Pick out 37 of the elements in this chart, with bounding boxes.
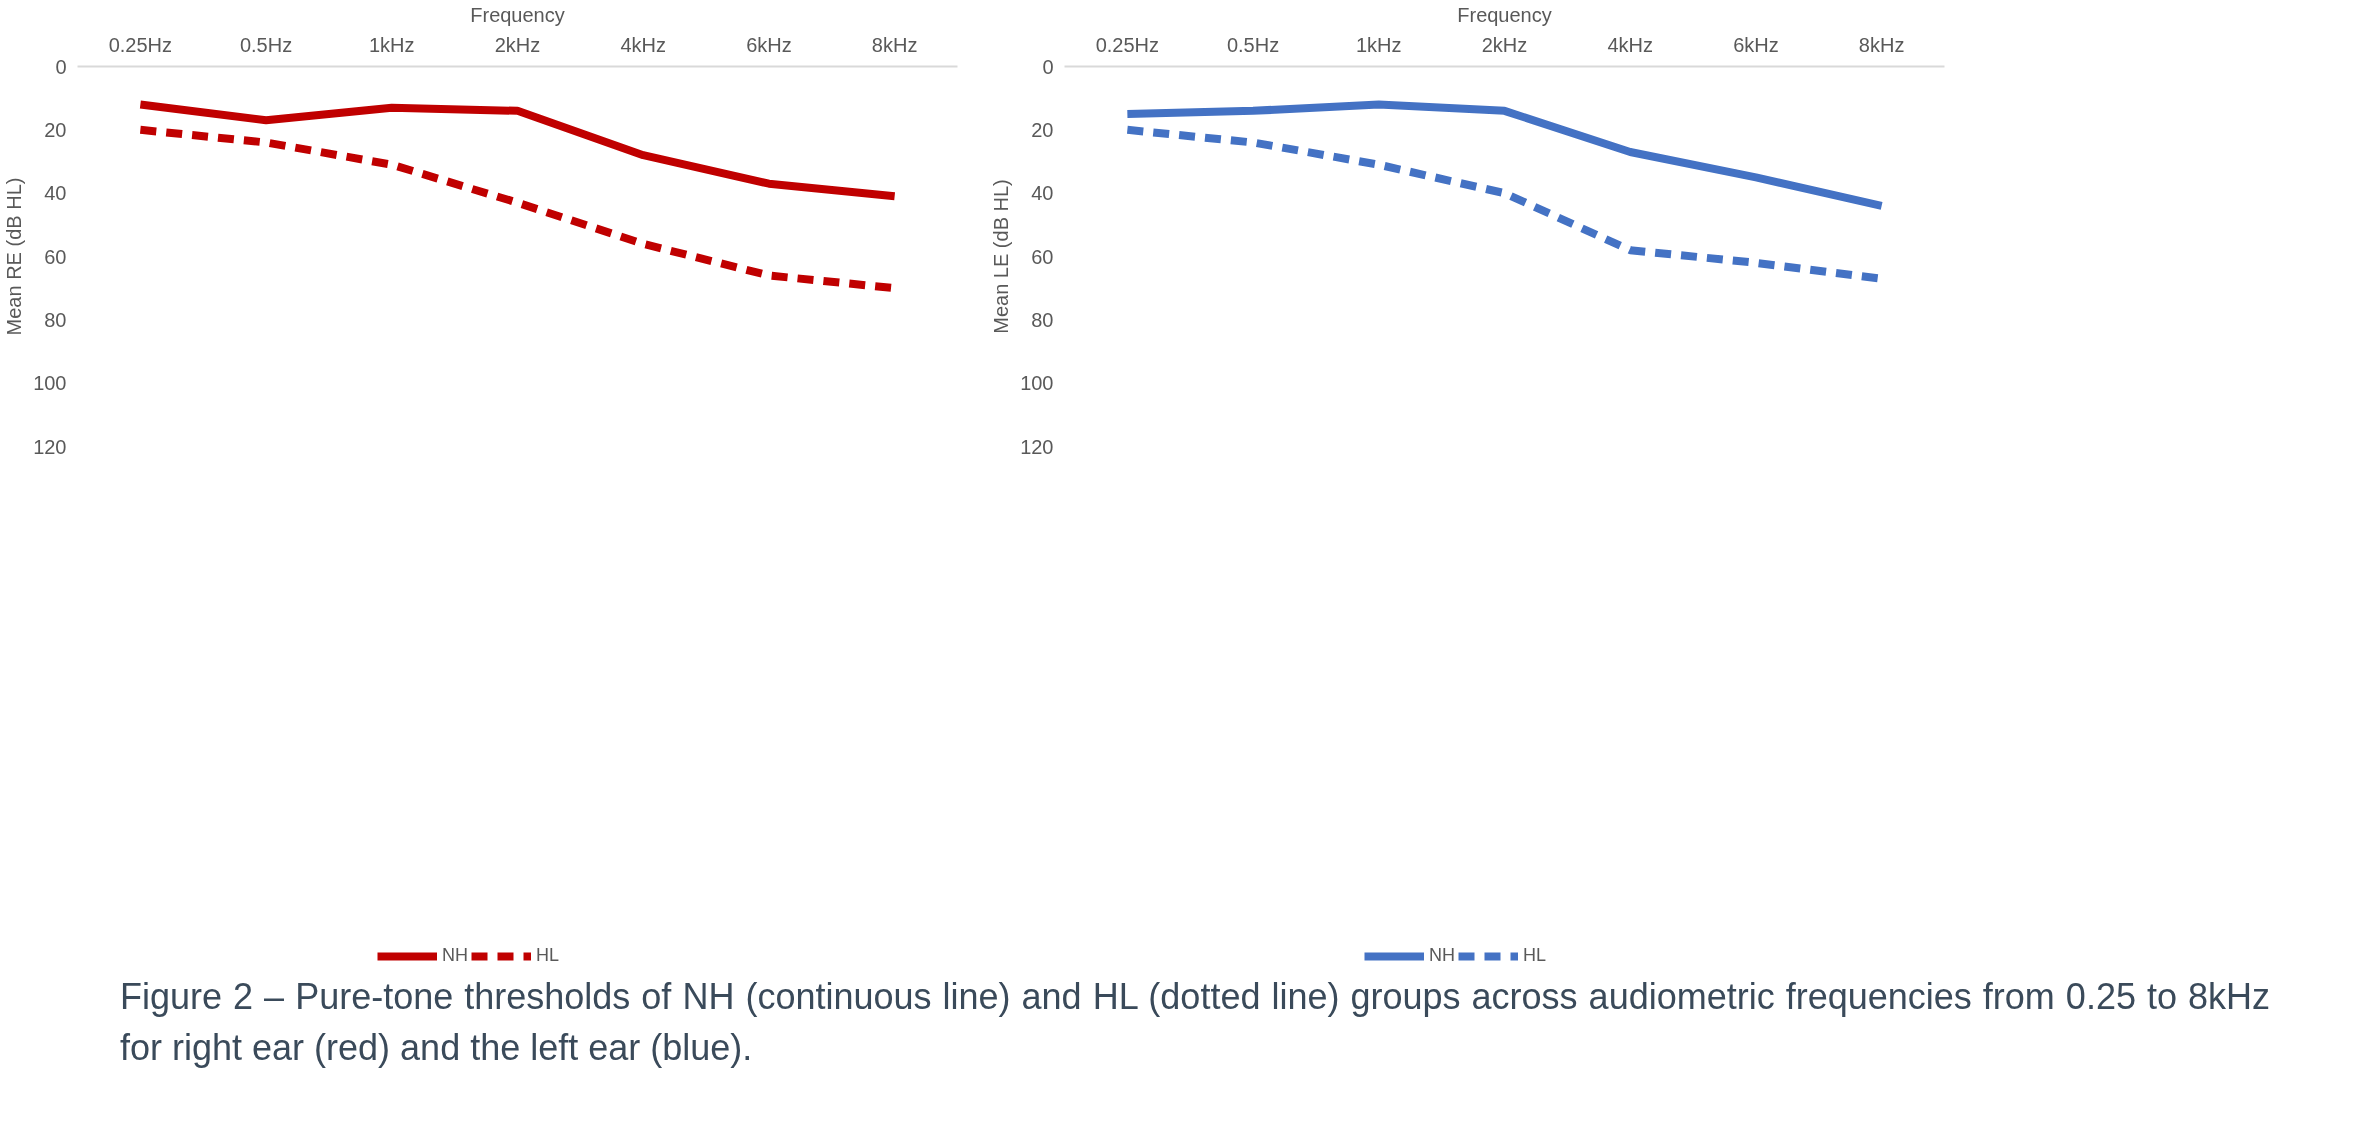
legend-label: HL bbox=[536, 945, 560, 966]
x-tick-label: 0.5Hz bbox=[1226, 33, 1280, 56]
x-tick-label: 2kHz bbox=[494, 33, 541, 56]
x-tick-label: 6kHz bbox=[746, 33, 792, 56]
x-tick-label: 0.5Hz bbox=[239, 33, 293, 56]
legend-label: NH bbox=[1429, 945, 1455, 966]
x-tick-label: 8kHz bbox=[871, 33, 918, 56]
y-tick-label: 60 bbox=[44, 245, 67, 268]
y-tick-label: 40 bbox=[1031, 182, 1054, 205]
y-tick-label: 0 bbox=[1042, 55, 1054, 78]
x-tick-label: 1kHz bbox=[369, 33, 415, 56]
y-axis-title: Mean LE (dB HL) bbox=[990, 179, 1013, 334]
x-tick-label: 6kHz bbox=[1733, 33, 1779, 56]
y-tick-label: 120 bbox=[1020, 435, 1054, 458]
y-tick-label: 120 bbox=[33, 435, 67, 458]
legend-label: HL bbox=[1523, 945, 1547, 966]
x-tick-label: 2kHz bbox=[1481, 33, 1528, 56]
y-tick-label: 100 bbox=[33, 372, 67, 395]
x-axis-title: Frequency bbox=[470, 3, 565, 26]
y-tick-label: 0 bbox=[55, 55, 67, 78]
y-tick-label: 60 bbox=[1031, 245, 1054, 268]
x-tick-label: 0.25Hz bbox=[1095, 33, 1160, 56]
y-tick-label: 80 bbox=[44, 308, 67, 331]
y-axis-title: Mean RE (dB HL) bbox=[3, 177, 26, 336]
y-tick-label: 20 bbox=[1031, 118, 1054, 141]
x-tick-label: 1kHz bbox=[1356, 33, 1402, 56]
y-tick-label: 80 bbox=[1031, 308, 1054, 331]
legend-label: NH bbox=[442, 945, 468, 966]
y-tick-label: 40 bbox=[44, 182, 67, 205]
x-tick-label: 4kHz bbox=[620, 33, 667, 56]
caption: Figure 2 – Pure-tone thresholds of NH (continuous line) and HL (dotted line) groups across audiometric frequencies from 0.25 to 8kHz for right ear (red) and the left ear (blue). bbox=[120, 975, 2270, 1071]
x-tick-label: 0.25Hz bbox=[108, 33, 173, 56]
x-axis-title: Frequency bbox=[1457, 3, 1552, 26]
y-tick-label: 20 bbox=[44, 118, 67, 141]
x-tick-label: 8kHz bbox=[1858, 33, 1905, 56]
y-tick-label: 100 bbox=[1020, 372, 1054, 395]
x-tick-label: 4kHz bbox=[1607, 33, 1654, 56]
